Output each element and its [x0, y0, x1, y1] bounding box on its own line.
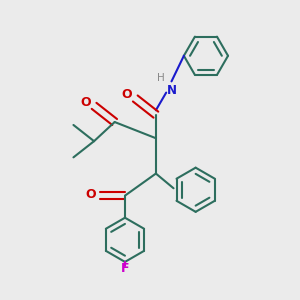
- Text: H: H: [157, 74, 165, 83]
- Text: F: F: [121, 262, 129, 275]
- Text: O: O: [80, 96, 91, 109]
- Text: O: O: [122, 88, 132, 101]
- Text: O: O: [86, 188, 96, 201]
- Text: N: N: [167, 84, 176, 97]
